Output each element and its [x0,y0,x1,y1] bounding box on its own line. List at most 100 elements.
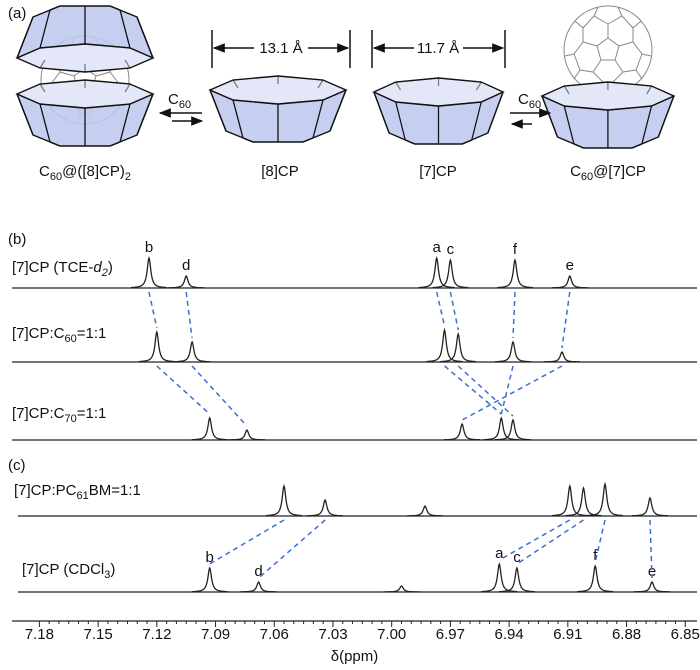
text-segment: [7]CP:PC [14,482,77,499]
ring [16,79,154,147]
ring [16,5,154,73]
correlation-line [498,519,571,561]
correlation-line [449,291,459,331]
panel-a: (a) 13.1 Å 11.7 Å C60 C60 C60@([8]CP)2 [… [8,5,675,183]
text-segment: 61 [77,490,89,502]
correlation-line [561,291,571,349]
nmr-peak [174,340,211,363]
peak-label: a [495,545,504,562]
nmr-peak [432,258,469,289]
compound-label: C60@([8]CP)2 [39,163,131,183]
ring [541,81,675,149]
x-tick-label: 7.00 [377,626,406,643]
nmr-peak [483,416,520,441]
nmr-panels: (b) (c) 7.18 7.15 7.12 7.09 7.06 7.03 7.00 6.97 6.… [8,231,700,665]
x-tick-label: 6.91 [553,626,582,643]
nmr-peak [632,496,668,517]
nmr-peak [383,585,420,593]
text-segment: ) [110,561,115,578]
correlation-line [594,519,606,563]
nmr-peak [265,483,303,517]
peak-label: d [182,257,190,274]
text-segment: [7]CP (CDCl [22,561,104,578]
spectrum-label: [7]CP (TCE-d2) [12,259,113,279]
nmr-peak [426,327,463,363]
peak-label: b [205,549,213,566]
nmr-peak [228,429,266,441]
fullerene [563,5,653,95]
nmr-peak [307,498,344,517]
nmr-peak [240,581,277,593]
nmr-peak [577,564,614,593]
nmr-peak [444,422,481,441]
nmr-peak [498,566,535,593]
nmr-peak [406,505,444,517]
reagent-label: C60 [518,91,541,111]
nmr-peak [497,258,533,289]
text-segment: [7]CP:C [12,405,65,422]
compound-label: [7]CP [419,163,457,180]
nmr-peak [495,418,531,441]
correlation-line [461,365,563,421]
compound-label: C60@[7]CP [570,163,646,183]
x-tick-label: 6.97 [436,626,465,643]
spectrum-label: [7]CP (CDCl3) [22,561,115,581]
text-segment: BM=1:1 [89,482,141,499]
peak-label: f [513,241,518,258]
panel-label: (c) [8,457,26,474]
ring [373,77,504,145]
text-segment: @[7]CP [593,163,646,180]
text-segment: =1:1 [77,325,107,342]
x-tick-label: 7.15 [84,626,113,643]
text-segment: 2 [125,171,131,183]
nmr-peak [191,566,228,593]
peak-label: a [433,239,442,256]
nmr-peak [495,340,531,363]
x-tick-label: 7.12 [142,626,171,643]
correlation-line [148,291,158,329]
text-segment: C [39,163,50,180]
text-segment: C [570,163,581,180]
peak-label: c [513,549,521,566]
panel-label: (a) [8,5,26,22]
x-axis-label: δ(ppm) [331,648,379,665]
x-tick-label: 6.88 [612,626,641,643]
correlation-line [649,519,653,579]
nmr-peak [168,274,205,289]
text-segment: @([8]CP) [62,163,125,180]
ring [209,75,347,143]
correlation-line [209,519,285,565]
nmr-peak [587,481,623,517]
text-segment: [7]CP [419,163,457,180]
correlation-line [457,365,514,417]
text-segment: 60 [65,333,77,345]
dimension-label: 11.7 Å [417,40,459,57]
spectrum-label: [7]CP:C70=1:1 [12,405,106,425]
nmr-peak [440,332,477,363]
spectrum-label: [7]CP:PC61BM=1:1 [14,482,141,502]
compound-label: [8]CP [261,163,299,180]
dimension-label: 13.1 Å [259,40,302,57]
peak-label: f [593,547,598,564]
nmr-peak [551,483,588,517]
peak-label: d [254,563,262,580]
panel-label: (b) [8,231,26,248]
correlation-line [435,291,446,327]
peak-label: b [145,239,153,256]
nmr-peak [191,416,228,441]
correlation-line [516,519,584,565]
text-segment: ) [108,259,113,276]
nmr-peak [551,274,588,289]
x-tick-label: 7.18 [25,626,54,643]
spectrum-label: [7]CP:C60=1:1 [12,325,106,345]
x-tick-label: 6.94 [495,626,524,643]
text-segment: C [518,91,529,108]
correlation-line [258,519,326,579]
x-tick-label: 7.06 [260,626,289,643]
x-tick-label: 7.09 [201,626,230,643]
nmr-peak [633,581,671,593]
text-segment: d [93,259,102,276]
correlation-line [444,365,502,415]
text-segment: 60 [529,99,541,111]
